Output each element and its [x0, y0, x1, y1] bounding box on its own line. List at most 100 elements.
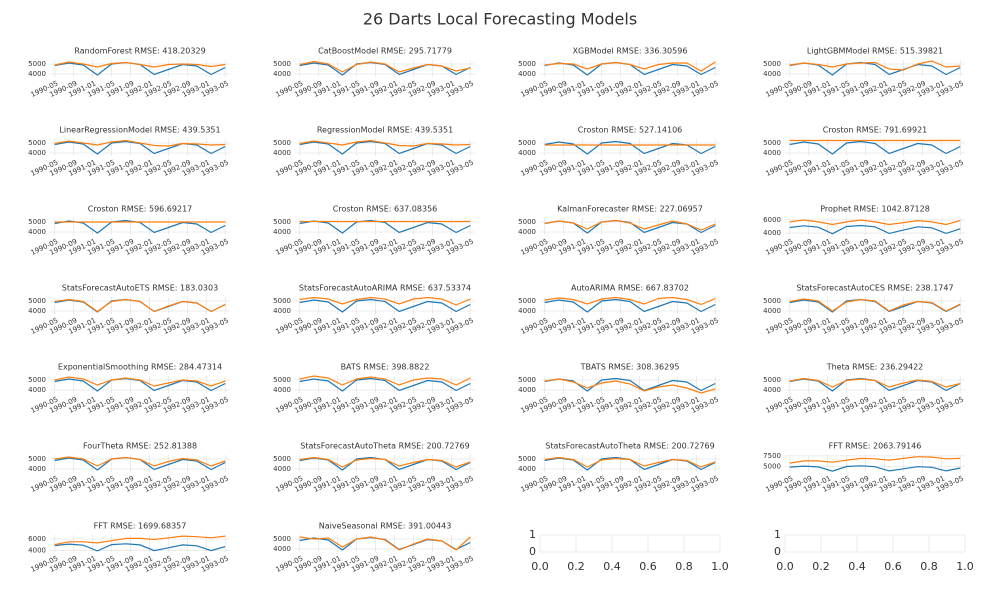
series-line [54, 376, 226, 387]
series-line [544, 456, 716, 468]
series-line [299, 456, 471, 468]
subplot-title: FFT RMSE: 2063.79146 [829, 442, 922, 451]
x-tick-label: 0.6 [884, 560, 902, 573]
subplot-title: Theta RMSE: 236.29422 [826, 363, 924, 372]
series-line [54, 535, 226, 546]
y-tick-label: 5000 [28, 376, 46, 384]
y-tick-label: 5000 [518, 60, 536, 68]
y-tick-label: 4000 [273, 149, 291, 157]
series-line [299, 219, 471, 234]
subplot-title: FourTheta RMSE: 252.81388 [83, 442, 197, 451]
y-tick-label: 4000 [763, 70, 781, 78]
subplot-title: Croston RMSE: 527.14106 [578, 126, 683, 135]
y-tick-label: 5000 [763, 462, 781, 470]
y-tick-label: 5000 [28, 297, 46, 305]
y-tick-label: 5000 [28, 139, 46, 147]
y-tick-label: 5000 [273, 297, 291, 305]
y-tick-label: 4000 [28, 546, 46, 554]
series-line [789, 456, 961, 464]
x-tick-label: 0.8 [920, 560, 938, 573]
y-tick-label: 4000 [763, 149, 781, 157]
series-line [789, 298, 961, 312]
series-line [789, 140, 961, 155]
y-tick-label: 4000 [518, 386, 536, 394]
y-tick-label: 1 [529, 528, 536, 541]
y-tick-label: 6000 [763, 216, 781, 224]
y-tick-label: 4000 [273, 545, 291, 553]
y-tick-label: 5000 [273, 455, 291, 463]
y-tick-label: 5000 [273, 376, 291, 384]
series-line [789, 60, 961, 71]
subplot-title: Croston RMSE: 791.69921 [823, 126, 928, 135]
subplot-title: StatsForecastAutoARIMA RMSE: 637.53374 [299, 284, 471, 293]
series-line [789, 224, 961, 235]
y-tick-label: 7500 [763, 452, 781, 460]
y-tick-label: 5000 [28, 60, 46, 68]
y-tick-label: 5000 [763, 297, 781, 305]
subplot-title: RegressionModel RMSE: 439.5351 [317, 126, 453, 135]
y-tick-label: 5000 [763, 376, 781, 384]
subplot-title: AutoARIMA RMSE: 667.83702 [571, 284, 689, 293]
subplot-title: StatsForecastAutoTheta RMSE: 200.72769 [300, 442, 469, 451]
y-tick-label: 6000 [28, 535, 46, 543]
subplot-title: TBATS RMSE: 308.36295 [580, 363, 680, 372]
y-tick-label: 5000 [518, 376, 536, 384]
x-tick-label: 1.0 [956, 560, 974, 573]
subplot-title: NaiveSeasonal RMSE: 391.00443 [319, 522, 452, 531]
y-tick-label: 5000 [763, 139, 781, 147]
x-tick-label: 0.4 [603, 560, 621, 573]
y-tick-label: 4000 [518, 465, 536, 473]
series-line [54, 456, 226, 467]
series-line [789, 377, 961, 388]
subplot-title: FFT RMSE: 1699.68357 [94, 522, 187, 531]
series-line [299, 375, 471, 386]
x-tick-label: 0.8 [675, 560, 693, 573]
y-tick-label: 4000 [28, 307, 46, 315]
series-line [544, 61, 716, 72]
x-tick-label: 0.2 [812, 560, 830, 573]
series-line [299, 377, 471, 392]
series-line [544, 219, 716, 231]
series-line [299, 536, 471, 551]
y-tick-label: 4000 [28, 465, 46, 473]
x-tick-label: 0.2 [567, 560, 585, 573]
y-tick-label: 5000 [518, 455, 536, 463]
series-line [299, 298, 471, 313]
series-line [299, 60, 471, 73]
series-line [544, 377, 716, 392]
series-line [54, 139, 226, 147]
subplot-title: Croston RMSE: 637.08356 [333, 205, 438, 214]
x-tick-label: 0.0 [776, 560, 794, 573]
subplot-title: StatsForecastAutoETS RMSE: 183.0303 [62, 284, 218, 293]
y-tick-label: 4000 [763, 307, 781, 315]
subplot-title: RandomForest RMSE: 418.20329 [74, 47, 205, 56]
y-tick-label: 4000 [763, 386, 781, 394]
y-tick-label: 4000 [518, 228, 536, 236]
subplot-title: XGBModel RMSE: 336.30596 [573, 47, 688, 56]
series-line [789, 219, 961, 226]
y-tick-label: 4000 [763, 229, 781, 237]
y-tick-label: 4000 [273, 465, 291, 473]
y-tick-label: 0 [774, 545, 781, 558]
x-tick-label: 0.6 [639, 560, 657, 573]
subplot-title: KalmanForecaster RMSE: 227.06957 [557, 205, 703, 214]
x-tick-label: 0.4 [848, 560, 866, 573]
y-tick-label: 4000 [518, 149, 536, 157]
x-tick-label: 1.0 [711, 560, 729, 573]
y-tick-label: 5000 [28, 455, 46, 463]
y-tick-label: 5000 [273, 218, 291, 226]
subplot-title: Croston RMSE: 596.69217 [88, 205, 193, 214]
subplot-title: Prophet RMSE: 1042.87128 [820, 205, 930, 214]
subplot-title: CatBoostModel RMSE: 295.71779 [318, 47, 452, 56]
y-tick-label: 4000 [273, 307, 291, 315]
y-tick-label: 4000 [518, 70, 536, 78]
y-tick-label: 5000 [273, 139, 291, 147]
y-tick-label: 5000 [518, 297, 536, 305]
series-line [54, 61, 226, 68]
series-line [299, 139, 471, 147]
y-tick-label: 4000 [28, 228, 46, 236]
subplot-title: ExponentialSmoothing RMSE: 284.47314 [58, 363, 222, 372]
series-line [544, 378, 716, 394]
